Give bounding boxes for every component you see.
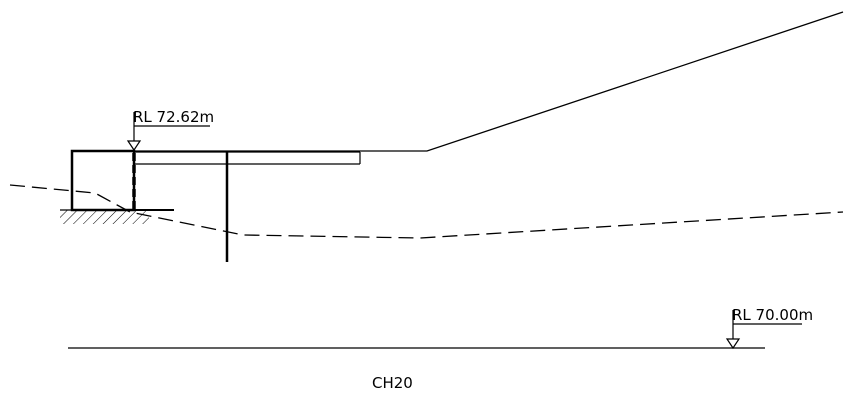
dashed-existing-ground-line xyxy=(9,184,844,239)
rl-top-marker: RL 72.62m xyxy=(126,108,214,152)
abutment-block xyxy=(70,149,136,212)
chainage-label: CH20 xyxy=(372,374,413,392)
ground-surface-line xyxy=(135,11,844,152)
rl-top-label: RL 72.62m xyxy=(133,108,214,126)
rl-bottom-label: RL 70.00m xyxy=(732,306,813,324)
hatched-footing xyxy=(60,210,149,224)
rl-bottom-marker: RL 70.00m xyxy=(725,306,813,350)
